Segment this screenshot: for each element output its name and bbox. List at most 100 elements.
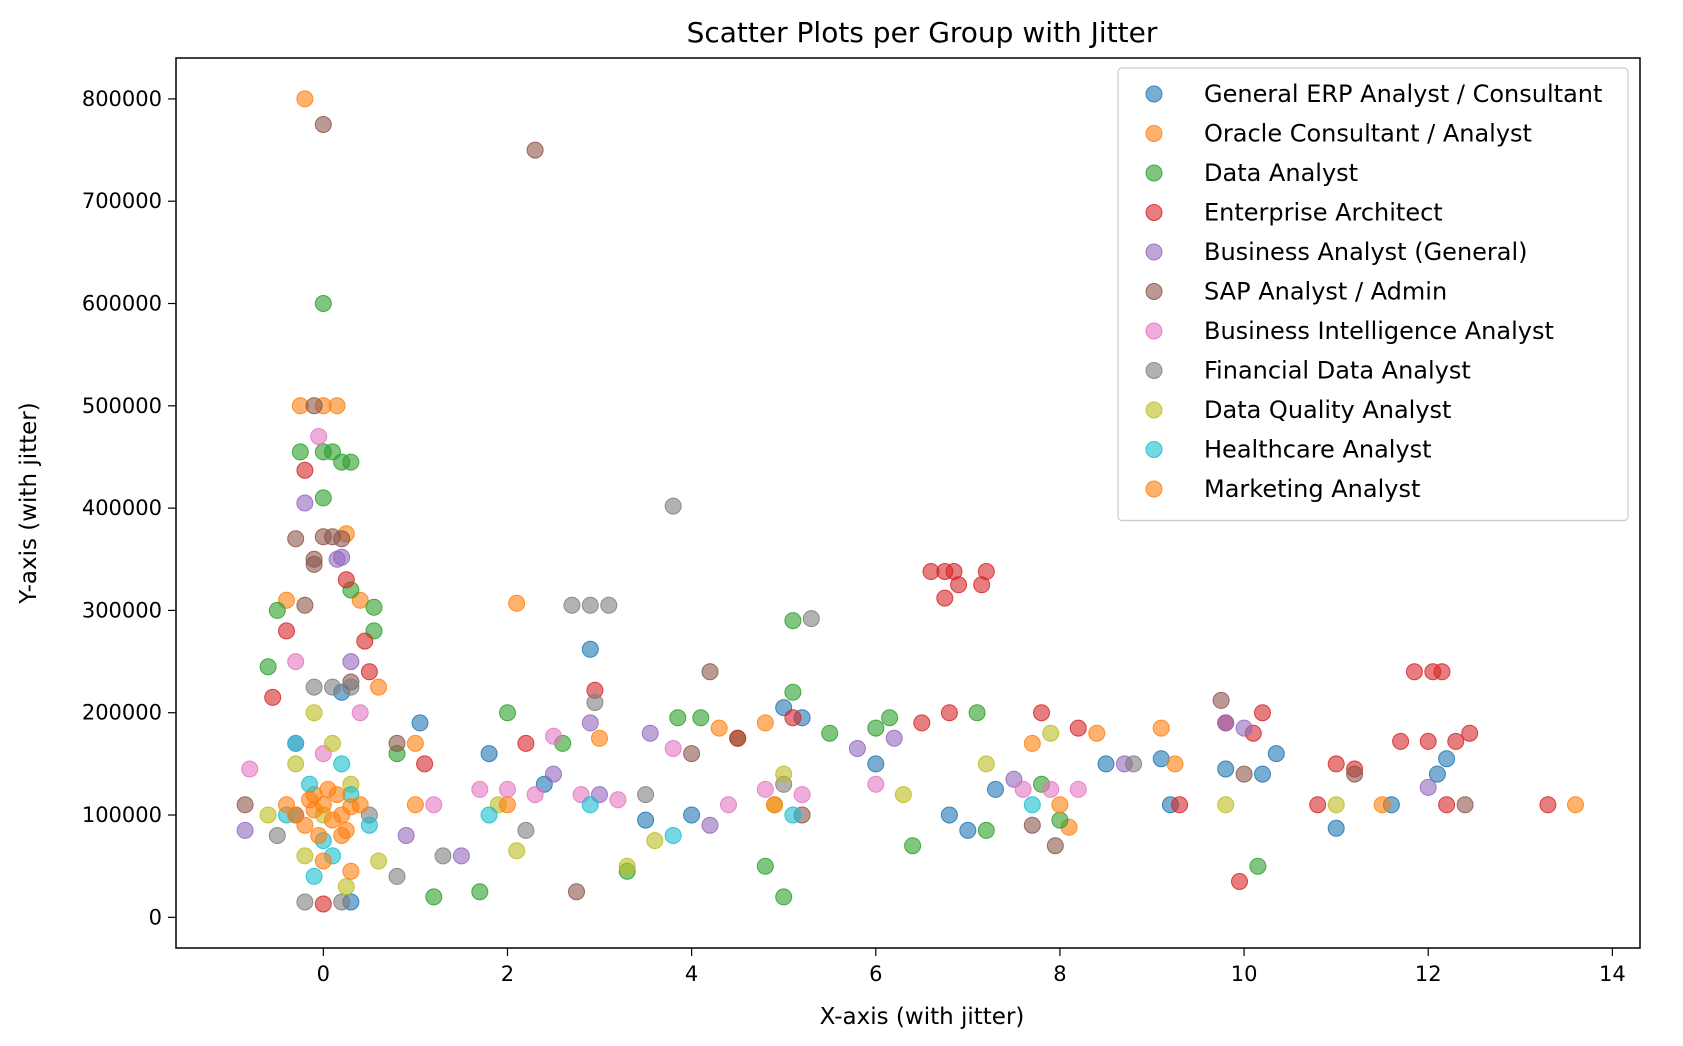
y-tick-label: 300000	[82, 598, 162, 622]
x-tick-label: 10	[1231, 962, 1258, 986]
data-point	[881, 709, 899, 727]
data-point	[517, 734, 535, 752]
y-axis-label: Y-axis (with jitter)	[16, 402, 42, 605]
data-point	[1088, 724, 1106, 742]
data-point	[333, 893, 351, 911]
points-layer	[236, 90, 1584, 913]
legend-marker	[1145, 85, 1163, 103]
data-point	[775, 888, 793, 906]
legend-item: Data Quality Analyst	[1145, 396, 1451, 424]
data-point	[296, 90, 314, 108]
data-point	[1217, 796, 1235, 814]
data-point	[471, 883, 489, 901]
data-point	[581, 796, 599, 814]
legend-marker	[1145, 243, 1163, 261]
data-point	[1051, 796, 1069, 814]
data-point	[581, 596, 599, 614]
data-point	[333, 548, 351, 566]
data-point	[936, 589, 954, 607]
data-point	[1438, 750, 1456, 768]
data-point	[370, 678, 388, 696]
legend-marker	[1145, 480, 1163, 498]
data-point	[499, 796, 516, 814]
data-point	[637, 786, 655, 804]
data-point	[1125, 755, 1143, 773]
data-point	[701, 816, 719, 834]
data-point	[360, 816, 378, 834]
legend-marker	[1145, 401, 1163, 419]
data-point	[471, 780, 489, 798]
y-tick-label: 600000	[82, 292, 162, 316]
data-point	[1461, 724, 1479, 742]
data-point	[664, 740, 682, 757]
data-point	[848, 740, 866, 757]
data-point	[259, 658, 277, 676]
data-point	[1051, 811, 1069, 829]
data-point	[236, 821, 254, 839]
data-point	[1327, 755, 1345, 773]
data-point	[784, 709, 802, 727]
data-point	[545, 727, 562, 745]
data-point	[710, 719, 728, 737]
data-point	[1023, 734, 1041, 752]
x-tick-label: 0	[317, 962, 330, 986]
series-7	[268, 497, 1143, 911]
data-point	[867, 755, 885, 773]
data-point	[526, 141, 544, 159]
data-point	[365, 598, 383, 616]
data-point	[416, 755, 434, 773]
data-point	[388, 734, 406, 752]
data-point	[1392, 732, 1410, 750]
data-point	[669, 709, 687, 727]
data-point	[618, 857, 636, 875]
data-point	[314, 295, 332, 312]
data-point	[1428, 765, 1446, 783]
legend-marker	[1145, 125, 1163, 142]
data-point	[1235, 765, 1253, 783]
data-point	[305, 555, 323, 573]
data-point	[360, 663, 378, 681]
data-point	[1419, 778, 1437, 796]
data-point	[319, 780, 337, 798]
data-point	[586, 694, 604, 711]
data-point	[904, 837, 922, 855]
legend-marker	[1145, 204, 1163, 221]
y-tick-label: 500000	[82, 394, 162, 418]
x-tick-label: 6	[869, 962, 882, 986]
data-point	[1456, 796, 1474, 814]
data-point	[526, 786, 544, 804]
data-point	[987, 780, 1004, 798]
data-point	[370, 852, 388, 870]
data-point	[305, 397, 323, 415]
data-point	[1267, 745, 1285, 763]
legend-item: SAP Analyst / Admin	[1145, 278, 1447, 306]
legend-label: Financial Data Analyst	[1204, 357, 1471, 385]
legend-item: Marketing Analyst	[1145, 475, 1420, 503]
x-tick-label: 14	[1599, 962, 1626, 986]
legend-item: Data Analyst	[1145, 159, 1358, 187]
data-point	[508, 842, 526, 860]
data-point	[756, 857, 774, 875]
legend-label: Marketing Analyst	[1204, 475, 1420, 503]
data-point	[264, 688, 282, 706]
data-point	[333, 530, 351, 548]
data-point	[328, 397, 346, 415]
data-point	[1438, 796, 1456, 814]
data-point	[756, 780, 774, 798]
data-point	[296, 816, 314, 834]
data-point	[950, 576, 968, 594]
legend-label: Data Quality Analyst	[1204, 396, 1451, 424]
data-point	[1433, 663, 1451, 681]
data-point	[1309, 796, 1327, 814]
data-point	[452, 847, 470, 865]
data-point	[885, 729, 903, 747]
data-point	[305, 704, 323, 722]
data-point	[342, 453, 360, 471]
series-0	[287, 640, 1456, 911]
data-point	[499, 780, 516, 798]
data-point	[356, 632, 374, 650]
data-point	[977, 821, 995, 839]
data-point	[784, 683, 802, 701]
data-point	[296, 461, 314, 479]
data-point	[480, 806, 498, 824]
